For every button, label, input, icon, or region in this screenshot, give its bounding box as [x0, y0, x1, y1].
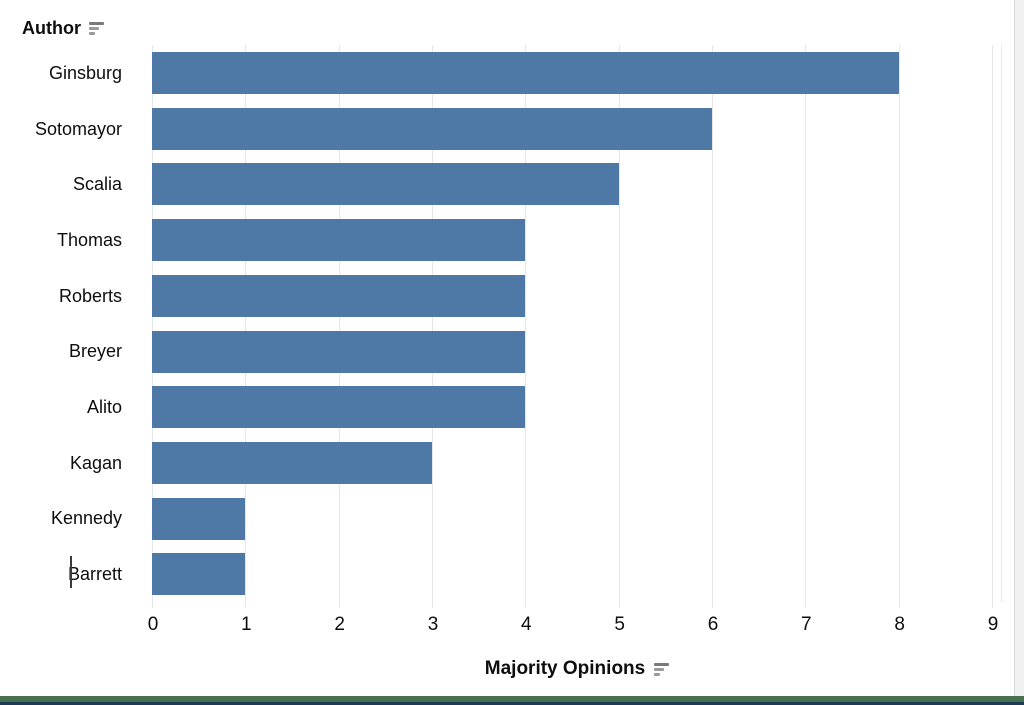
- category-label[interactable]: Alito: [86, 397, 122, 418]
- chart-row: Alito: [87, 379, 1001, 435]
- sort-descending-icon[interactable]: [88, 22, 104, 35]
- category-label[interactable]: Breyer: [68, 341, 122, 362]
- category-label[interactable]: Ginsburg: [48, 62, 122, 83]
- gridline: [432, 45, 433, 608]
- category-label[interactable]: Sotomayor: [34, 118, 122, 139]
- chart-row: Sotomayor: [35, 101, 1001, 157]
- chart-row: Thomas: [57, 212, 1001, 268]
- sort-descending-icon[interactable]: [654, 662, 670, 676]
- bar-sotomayor[interactable]: [152, 107, 712, 150]
- x-tick-label: 5: [614, 614, 625, 635]
- x-axis-title: Majority Opinions: [152, 658, 1002, 680]
- x-tick-label: 4: [521, 614, 532, 635]
- x-tick-label: 3: [427, 614, 439, 635]
- chart-row: Ginsburg: [49, 45, 1001, 101]
- gridline: [618, 45, 620, 608]
- gridline: [992, 45, 993, 608]
- bar-scalia[interactable]: [152, 163, 619, 206]
- footer-dark-strip: [0, 702, 1024, 705]
- x-tick-label: 1: [241, 614, 252, 635]
- gridline: [898, 45, 900, 608]
- chart-rows: Ginsburg Sotomayor Scalia Thomas Roberts Brey…: [35, 45, 1001, 602]
- chart-row: Roberts: [59, 268, 1001, 324]
- text-caret: [70, 556, 72, 588]
- x-tick-label: 7: [801, 614, 812, 635]
- category-label[interactable]: Roberts: [58, 285, 122, 306]
- chart-row: Barrett: [68, 546, 1001, 602]
- x-tick-label: 0: [147, 614, 159, 635]
- column-header: Author: [22, 18, 104, 39]
- bar-breyer[interactable]: [152, 330, 526, 373]
- bar-barrett[interactable]: [152, 553, 246, 596]
- category-label[interactable]: Barrett: [67, 564, 122, 585]
- x-tick-label: 9: [987, 614, 999, 635]
- author-header-label: Author: [22, 18, 81, 38]
- chart-row: Kagan: [70, 435, 1001, 491]
- gridline: [152, 45, 153, 608]
- chart-row: Scalia: [73, 156, 1001, 212]
- category-label[interactable]: Kennedy: [50, 508, 122, 529]
- gridline: [338, 45, 340, 608]
- category-label[interactable]: Scalia: [72, 174, 122, 195]
- bar-kagan[interactable]: [152, 441, 432, 484]
- x-tick-label: 6: [707, 614, 719, 635]
- gridline: [712, 45, 713, 608]
- footer-green-strip: [0, 696, 1024, 702]
- gridline: [805, 45, 807, 608]
- vertical-scrollbar[interactable]: [1014, 0, 1024, 697]
- x-tick-label: 2: [334, 614, 345, 635]
- bar-ginsburg[interactable]: [152, 52, 899, 94]
- category-label[interactable]: Kagan: [69, 452, 122, 473]
- bar-alito[interactable]: [152, 386, 526, 429]
- category-label[interactable]: Thomas: [56, 229, 122, 250]
- x-axis-title-label: Majority Opinions: [484, 658, 646, 679]
- bar-thomas[interactable]: [152, 219, 526, 262]
- plot-area: Ginsburg Sotomayor Scalia Thomas Roberts Brey…: [35, 45, 1002, 608]
- chart-row: Breyer: [69, 324, 1001, 380]
- chart-row: Kennedy: [51, 491, 1001, 547]
- bar-kennedy[interactable]: [152, 497, 246, 540]
- gridline: [525, 45, 527, 608]
- bar-roberts[interactable]: [152, 274, 526, 317]
- gridline: [245, 45, 247, 608]
- x-tick-label: 8: [894, 614, 905, 635]
